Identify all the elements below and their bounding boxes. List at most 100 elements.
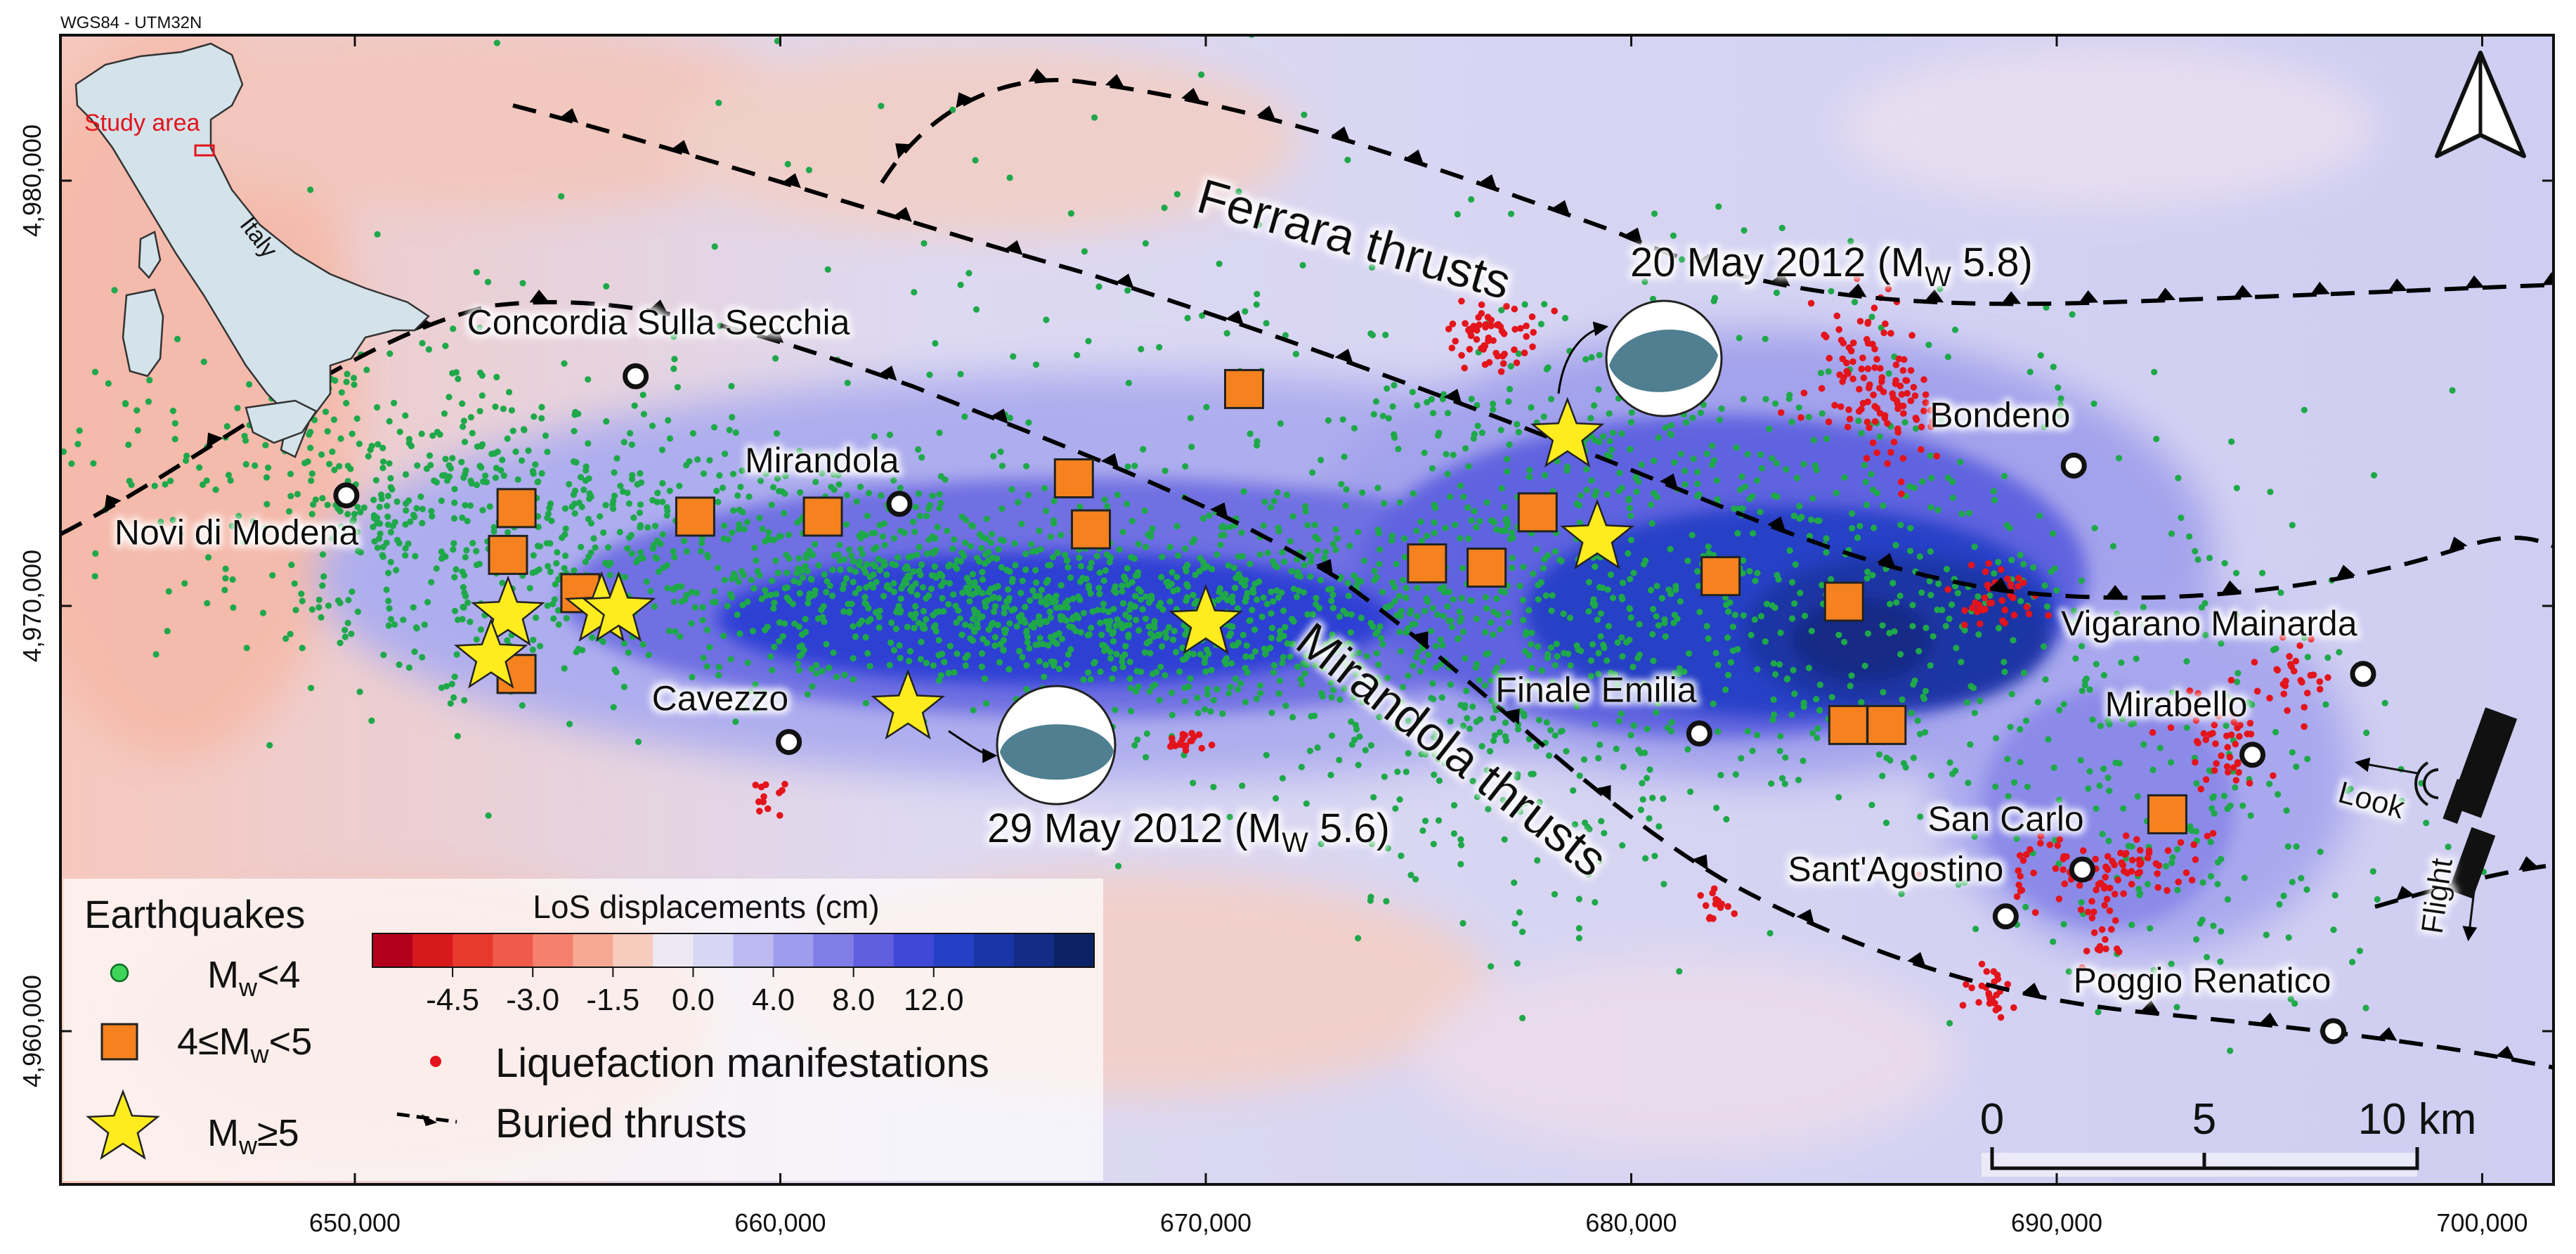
small-eq-point — [2131, 720, 2138, 727]
small-eq-point — [1114, 616, 1121, 623]
small-eq-point — [1288, 640, 1295, 648]
small-eq-point — [1535, 643, 1542, 650]
small-eq-point — [1401, 535, 1408, 542]
small-eq-point — [1835, 631, 1842, 638]
liquefaction-point — [2079, 847, 2087, 854]
small-eq-point — [329, 535, 336, 542]
small-eq-point — [620, 439, 627, 446]
small-eq-point — [1858, 429, 1865, 437]
small-eq-point — [1375, 679, 1382, 687]
small-eq-point — [0, 458, 4, 465]
small-eq-point — [1256, 221, 1263, 228]
liquefaction-point — [1907, 397, 1915, 404]
thrust-tooth — [2079, 290, 2099, 304]
liquefaction-point — [1934, 407, 1942, 415]
small-eq-point — [1992, 783, 1999, 790]
small-eq-point — [1444, 603, 1451, 610]
small-eq-point — [1321, 555, 1328, 562]
small-eq-point — [1256, 682, 1264, 689]
liquefaction-point — [1858, 366, 1866, 373]
small-eq-point — [1483, 605, 1490, 612]
liquefaction-point — [2152, 860, 2160, 867]
small-eq-point — [2168, 530, 2175, 537]
liquefaction-point — [1992, 1007, 2000, 1014]
small-eq-point — [1419, 827, 1426, 834]
small-eq-point — [1437, 636, 1444, 643]
liquefaction-point — [2061, 880, 2068, 888]
small-eq-point — [2060, 701, 2067, 708]
small-eq-point — [134, 427, 141, 434]
liquefaction-point — [1849, 375, 1856, 382]
small-eq-point — [578, 543, 585, 550]
small-eq-point — [2370, 472, 2378, 479]
small-eq-point — [1965, 780, 1972, 787]
small-eq-point — [590, 535, 597, 542]
small-eq-point — [1405, 750, 1412, 757]
colorbar-cell — [893, 933, 935, 967]
small-eq-point — [2167, 759, 2175, 766]
small-eq-point — [1216, 585, 1223, 592]
small-eq-point — [196, 464, 203, 471]
small-eq-point — [1991, 570, 1998, 577]
small-eq-point — [1162, 672, 1169, 679]
small-eq-point — [975, 558, 983, 565]
small-eq-point — [412, 624, 420, 631]
small-eq-point — [734, 492, 741, 499]
liquefaction-point — [2209, 730, 2216, 737]
small-eq-point — [2210, 793, 2217, 800]
small-eq-point — [1409, 389, 1416, 396]
small-eq-point — [393, 567, 400, 574]
liquefaction-point — [2279, 633, 2286, 641]
small-eq-point — [440, 552, 447, 559]
small-eq-point — [530, 552, 537, 559]
small-eq-point — [2089, 716, 2096, 723]
small-eq-point — [441, 410, 448, 418]
small-eq-point — [336, 463, 343, 470]
small-eq-point — [1864, 630, 1872, 637]
small-eq-point — [1003, 567, 1010, 574]
small-eq-point — [1788, 615, 1796, 622]
small-eq-point — [1543, 719, 1550, 726]
small-eq-point — [861, 600, 869, 607]
small-eq-point — [982, 603, 989, 610]
liquefaction-point — [2303, 690, 2311, 697]
small-eq-point — [865, 605, 872, 612]
small-eq-point — [92, 550, 99, 557]
small-eq-point — [1502, 527, 1509, 534]
small-eq-point — [463, 547, 470, 554]
liquefaction-point — [2282, 678, 2289, 685]
small-eq-point — [659, 531, 667, 538]
small-eq-point — [1972, 926, 1979, 933]
small-eq-point — [476, 369, 484, 376]
small-eq-point — [1225, 690, 1232, 697]
small-eq-point — [802, 562, 809, 570]
small-eq-point — [888, 619, 895, 626]
liquefaction-point — [1825, 418, 1833, 425]
small-eq-point — [1879, 773, 1886, 780]
small-eq-point — [809, 551, 816, 558]
small-eq-point — [1795, 404, 1802, 411]
small-eq-point — [1055, 630, 1062, 637]
small-eq-point — [1544, 364, 1552, 371]
small-eq-point — [729, 529, 736, 536]
small-eq-point — [2193, 936, 2200, 943]
small-eq-point — [1751, 616, 1758, 623]
small-eq-point — [1971, 833, 1978, 840]
small-eq-point — [852, 633, 859, 640]
liquefaction-point — [2227, 676, 2235, 684]
liquefaction-point — [1511, 346, 1518, 354]
small-eq-point — [1798, 514, 1805, 521]
los-colorbar-ticks: -4.5 -3.0 -1.5 0.0 4.0 8.0 12.0 — [426, 967, 964, 1017]
small-eq-point — [1519, 1014, 1526, 1021]
small-eq-point — [974, 624, 981, 631]
liquefaction-point — [2079, 964, 2086, 971]
small-eq-point — [1149, 525, 1156, 532]
liquefaction-point — [1864, 318, 1872, 326]
small-eq-point — [1336, 756, 1343, 763]
small-eq-point — [932, 547, 939, 554]
small-eq-point — [774, 569, 781, 576]
small-eq-point — [1038, 586, 1046, 593]
small-eq-point — [617, 482, 624, 489]
small-eq-point — [1304, 522, 1311, 529]
small-eq-point — [1773, 289, 1781, 297]
